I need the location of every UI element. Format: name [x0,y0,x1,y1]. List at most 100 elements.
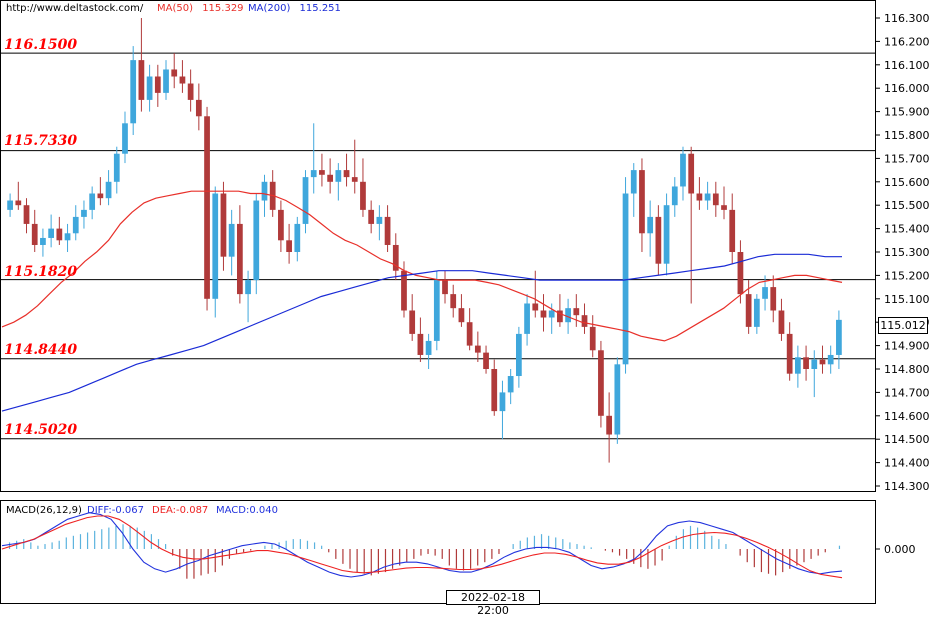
candle-down [195,99,202,117]
candle-up [228,223,235,257]
candle-up [836,319,842,355]
ma200-value: 115.251 [299,3,341,14]
level-label-114-8440: 114.8440 [4,342,78,358]
candle-down [688,153,695,194]
candle-up [253,200,260,281]
price-tick-label: 115.300 [884,246,930,259]
candle-down [56,228,63,241]
macd-axis [876,500,930,604]
level-label-115-1820: 115.1820 [4,264,78,280]
price-tick-label: 114.900 [884,340,930,353]
candle-up [81,209,87,217]
candle-down [786,333,793,374]
level-label-115-7330: 115.7330 [4,133,78,149]
candle-down [401,270,407,311]
candle-up [245,280,251,295]
candle-up [122,123,128,154]
candle-up [163,69,169,93]
candle-down [721,205,727,210]
candle-down [360,181,366,210]
candle-down [442,280,448,295]
candle-up [548,310,555,318]
macd-diff-label: DIFF:-0.067 [87,505,144,516]
candle-down [606,415,613,435]
ma50-line [1,190,843,342]
current-price-box: 115.012 [878,317,928,334]
candle-down [639,170,645,234]
ma50-label: MA(50) [157,3,193,14]
candle-up [130,60,137,124]
price-tick-label: 114.300 [884,480,930,493]
candle-down [384,216,391,245]
candle-down [187,83,194,100]
candle-up [376,216,383,224]
time-label: 2022-02-18 22:00 [446,590,540,617]
price-tick-label: 115.800 [884,129,930,142]
candle-down [171,69,178,77]
ma50-value: 115.329 [202,3,244,14]
candle-up [794,357,801,374]
candle-down [458,308,465,323]
candle-up [499,392,506,412]
candle-down [778,310,785,334]
candle-down [655,216,662,264]
candle-up [48,228,55,238]
candle-up [565,308,571,323]
candle-down [15,200,22,206]
candle-up [64,233,71,241]
candle-down [23,205,30,224]
candle-down [409,310,416,334]
ma200-label: MA(200) [248,3,291,14]
candle-down [573,308,580,316]
candle-up [680,153,686,187]
price-tick-label: 114.800 [884,363,930,376]
candle-up [622,193,629,365]
candle-down [138,60,145,100]
candle-down [581,315,588,327]
site-url: http://www.deltastock.com/ [6,3,144,14]
candle-up [524,303,530,334]
candle-up [630,170,637,194]
candle-up [811,359,818,369]
candle-down [696,193,703,201]
macd-dea-label: DEA:-0.087 [152,505,209,516]
candle-down [327,174,334,182]
candle-down [236,223,243,295]
candle-down [319,170,325,175]
candle-down [154,76,161,93]
candle-up [294,223,301,252]
price-tick-label: 115.900 [884,106,930,119]
price-tick-label: 115.100 [884,293,930,306]
price-tick-label: 114.400 [884,457,930,470]
candle-up [212,193,219,299]
candle-down [532,303,539,311]
candle-down [204,116,210,299]
candle-up [310,170,317,178]
candle-down [819,359,826,365]
price-tick-label: 115.600 [884,176,930,189]
price-tick-label: 116.200 [884,35,930,48]
macd-diff-line [1,512,843,578]
candle-down [483,352,489,369]
candle-up [827,354,834,365]
level-label-114-5020: 114.5020 [4,422,78,438]
candle-up [72,216,79,234]
candle-down [392,244,399,271]
candle-up [89,193,96,210]
candle-up [302,177,309,224]
candle-down [450,294,457,309]
level-label-116-1500: 116.1500 [4,37,78,53]
candle-down [803,357,809,369]
candle-up [105,181,112,199]
macd-value-label: MACD:0.040 [216,505,278,516]
candle-up [335,170,342,182]
candle-down [712,193,719,206]
candle-down [97,193,104,199]
price-tick-label: 115.400 [884,223,930,236]
candle-down [770,287,777,311]
candle-down [368,209,375,224]
candle-down [491,369,498,412]
price-tick-label: 114.600 [884,410,930,423]
ma200-legend: MA(200) 115.251 [248,3,341,14]
candle-down [466,322,473,346]
